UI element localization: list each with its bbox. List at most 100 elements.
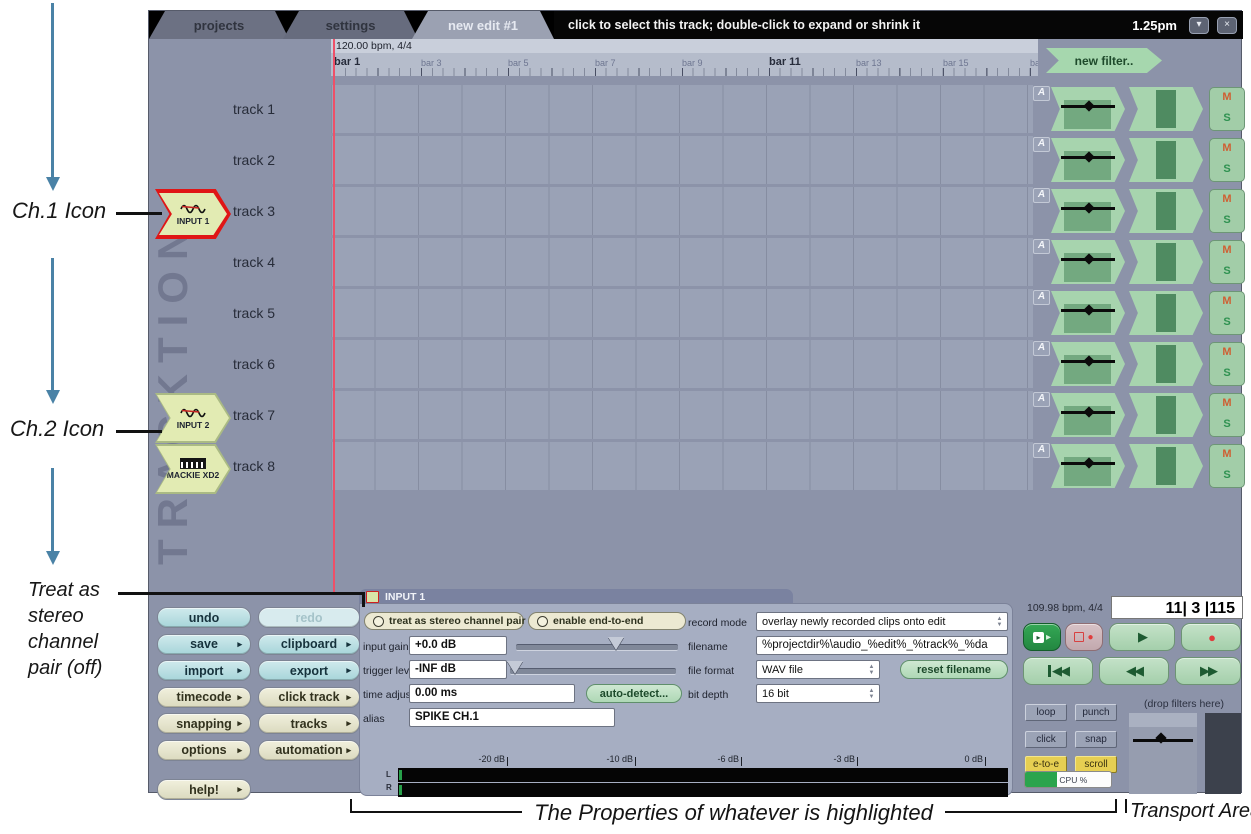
punch-toggle[interactable]: punch [1075, 704, 1117, 721]
tab-projects[interactable]: projects [149, 11, 289, 39]
track-lane[interactable] [331, 340, 1033, 388]
record-button[interactable]: ● [1181, 623, 1241, 651]
track-name[interactable]: track 2 [233, 152, 276, 168]
close-icon[interactable]: × [1217, 16, 1237, 34]
end-to-end-toggle[interactable]: enable end-to-end [528, 612, 686, 630]
track-automation-button[interactable]: A [1033, 137, 1050, 152]
track-row[interactable]: track 8 A M S [149, 442, 1245, 490]
rewind-button[interactable]: ◀◀ [1099, 657, 1169, 685]
menu-button[interactable]: save ▸ [157, 633, 251, 655]
track-volume-pan-control[interactable] [1051, 444, 1125, 488]
menu-button[interactable]: export ▸ [258, 660, 360, 681]
stereo-pair-toggle[interactable]: treat as stereo channel pair [364, 612, 526, 630]
mute-button[interactable]: M [1222, 346, 1232, 358]
play-button[interactable]: ▶ [1109, 623, 1175, 651]
track-automation-button[interactable]: A [1033, 392, 1050, 407]
mute-button[interactable]: M [1222, 397, 1232, 409]
slider-thumb[interactable] [608, 637, 625, 650]
loop-toggle[interactable]: loop [1025, 704, 1067, 721]
slider-thumb[interactable] [507, 661, 523, 674]
trigger-level-field[interactable]: -INF dB [409, 660, 507, 679]
mute-button[interactable]: M [1222, 448, 1232, 460]
track-lane[interactable] [331, 391, 1033, 439]
fast-forward-button[interactable]: ▶▶ [1175, 657, 1241, 685]
click-toggle[interactable]: click [1025, 731, 1067, 748]
master-volume-handle[interactable] [1155, 732, 1167, 744]
mute-button[interactable]: M [1222, 91, 1232, 103]
help-button[interactable]: help! ▸ [157, 779, 251, 800]
timeline-ruler[interactable]: bar 1 bar 3 bar 5 bar 7 bar 9 bar 11 bar 13 bar… [331, 53, 1038, 76]
track-automation-button[interactable]: A [1033, 239, 1050, 254]
menu-button[interactable]: options ▸ [157, 739, 251, 761]
track-row[interactable]: track 3 A M S [149, 187, 1245, 235]
track-automation-button[interactable]: A [1033, 188, 1050, 203]
master-volume-control[interactable] [1129, 713, 1197, 794]
reset-filename-button[interactable]: reset filename [900, 660, 1008, 679]
track-automation-button[interactable]: A [1033, 86, 1050, 101]
menu-button[interactable]: snapping ▸ [157, 713, 251, 734]
time-adjust-field[interactable]: 0.00 ms [409, 684, 575, 703]
spinner-icon[interactable]: ▲ ▼ [868, 688, 875, 700]
solo-button[interactable]: S [1223, 265, 1231, 277]
track-name[interactable]: track 5 [233, 305, 276, 321]
solo-button[interactable]: S [1223, 163, 1231, 175]
track-name[interactable]: track 4 [233, 254, 276, 270]
chevron-down-icon[interactable]: ▾ [1189, 16, 1209, 34]
track-lane[interactable] [331, 238, 1033, 286]
track-volume-pan-control[interactable] [1051, 291, 1125, 335]
track-volume-pan-control[interactable] [1051, 342, 1125, 386]
menu-button[interactable]: click track ▸ [258, 686, 360, 708]
track-volume-pan-control[interactable] [1051, 138, 1125, 182]
mute-button[interactable]: M [1222, 193, 1232, 205]
track-name[interactable]: track 3 [233, 203, 276, 219]
alias-field[interactable]: SPIKE CH.1 [409, 708, 615, 727]
menu-button[interactable]: import ▸ [157, 660, 251, 681]
track-automation-button[interactable]: A [1033, 443, 1050, 458]
solo-button[interactable]: S [1223, 112, 1231, 124]
snap-toggle[interactable]: snap [1075, 731, 1117, 748]
mini-record-button[interactable]: ● [1065, 623, 1103, 651]
playhead-cursor[interactable] [333, 39, 335, 595]
file-format-select[interactable]: WAV file ▲ ▼ [756, 660, 880, 679]
filename-field[interactable]: %projectdir%\audio_%edit%_%track%_%da [756, 636, 1008, 655]
record-mode-select[interactable]: overlay newly recorded clips onto edit ▲… [756, 612, 1008, 631]
track-lane[interactable] [331, 187, 1033, 235]
menu-button[interactable]: redo [258, 607, 360, 628]
trigger-level-slider[interactable] [507, 661, 676, 675]
solo-button[interactable]: S [1223, 469, 1231, 481]
tab-new-edit[interactable]: new edit #1 [412, 11, 554, 39]
solo-button[interactable]: S [1223, 418, 1231, 430]
track-lane[interactable] [331, 442, 1033, 490]
menu-button[interactable]: timecode ▸ [157, 686, 251, 708]
spinner-icon[interactable]: ▲ ▼ [996, 616, 1003, 628]
tab-settings[interactable]: settings [283, 11, 418, 39]
track-row[interactable]: track 4 A M S [149, 238, 1245, 286]
menu-button[interactable]: tracks ▸ [258, 713, 360, 734]
track-lane[interactable] [331, 289, 1033, 337]
track-row[interactable]: track 7 A M S [149, 391, 1245, 439]
menu-button[interactable]: clipboard ▸ [258, 633, 360, 655]
mute-button[interactable]: M [1222, 244, 1232, 256]
track-row[interactable]: track 5 A M S [149, 289, 1245, 337]
mute-button[interactable]: M [1222, 142, 1232, 154]
input2-track-icon[interactable]: INPUT 2 [155, 393, 231, 443]
track-name[interactable]: track 8 [233, 458, 276, 474]
mute-button[interactable]: M [1222, 295, 1232, 307]
track-volume-pan-control[interactable] [1051, 87, 1125, 131]
track-volume-pan-control[interactable] [1051, 240, 1125, 284]
track-row[interactable]: track 6 A M S [149, 340, 1245, 388]
track-volume-pan-control[interactable] [1051, 393, 1125, 437]
mini-play-button[interactable]: ▸ ▸ [1023, 623, 1061, 651]
track-row[interactable]: track 1 A M S [149, 85, 1245, 133]
solo-button[interactable]: S [1223, 214, 1231, 226]
track-volume-pan-control[interactable] [1051, 189, 1125, 233]
solo-button[interactable]: S [1223, 316, 1231, 328]
bit-depth-select[interactable]: 16 bit ▲ ▼ [756, 684, 880, 703]
menu-button[interactable]: automation ▸ [258, 739, 360, 761]
track-lane[interactable] [331, 85, 1033, 133]
input-gain-slider[interactable] [516, 637, 678, 651]
track-name[interactable]: track 1 [233, 101, 276, 117]
track-lane[interactable] [331, 136, 1033, 184]
auto-detect-button[interactable]: auto-detect... [586, 684, 682, 703]
track-automation-button[interactable]: A [1033, 290, 1050, 305]
